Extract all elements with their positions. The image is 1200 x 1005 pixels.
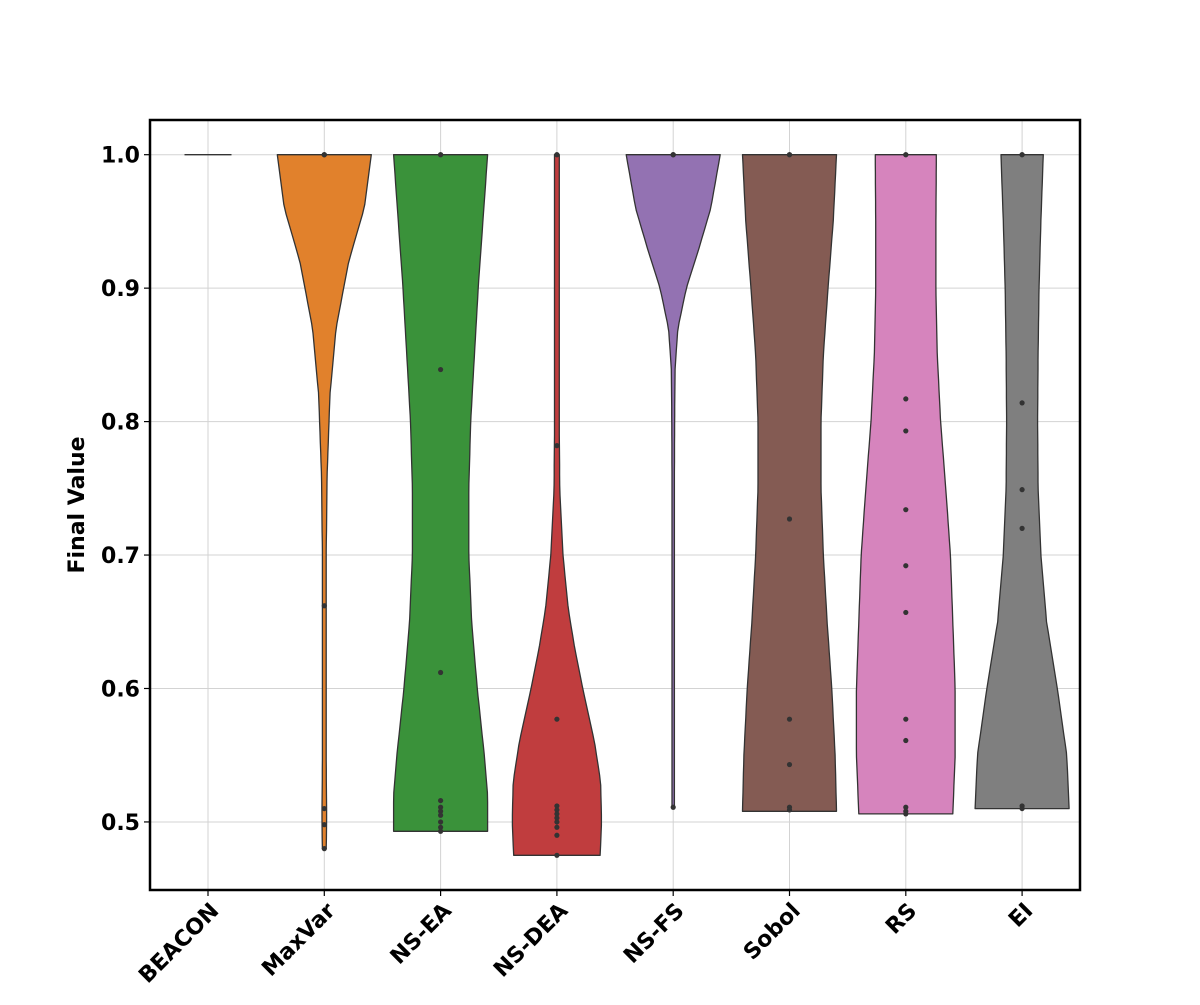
point-rs-2 xyxy=(903,396,909,402)
point-maxvar-6 xyxy=(321,846,327,852)
point-ns-ea-8 xyxy=(438,819,444,825)
point-ns-fs-3 xyxy=(670,804,676,810)
point-ns-dea-11 xyxy=(554,852,560,858)
point-ns-dea-2 xyxy=(554,443,560,449)
x-tick-label-1: MaxVar xyxy=(257,898,340,981)
point-sobol-1 xyxy=(786,152,793,158)
data-points xyxy=(321,152,1025,858)
point-ns-dea-3 xyxy=(554,716,560,722)
violin-ns-fs xyxy=(625,154,721,808)
point-ns-dea-5 xyxy=(554,807,560,813)
point-ns-dea-1 xyxy=(554,152,560,158)
x-tick-label-3: NS-DEA xyxy=(489,899,573,983)
violin-sobol xyxy=(741,154,838,812)
point-rs-3 xyxy=(903,428,909,434)
point-maxvar-2 xyxy=(321,152,327,158)
point-sobol-6 xyxy=(786,807,793,813)
point-ei-4 xyxy=(1019,525,1025,531)
point-ei-1 xyxy=(1019,152,1025,158)
point-ns-ea-6 xyxy=(438,808,444,814)
point-ns-ea-2 xyxy=(438,366,444,373)
point-ns-ea-10 xyxy=(438,828,444,834)
point-rs-9 xyxy=(903,804,909,810)
point-rs-4 xyxy=(903,507,909,513)
point-ns-dea-9 xyxy=(554,824,560,830)
y-tick-label-0: 0.5 xyxy=(101,811,140,836)
y-tick-label-1: 0.6 xyxy=(101,677,140,702)
point-ns-ea-3 xyxy=(438,669,444,676)
x-tick-label-2: NS-EA xyxy=(386,899,457,970)
point-sobol-3 xyxy=(786,716,793,722)
violin-ns-dea xyxy=(511,154,603,856)
violin-rs xyxy=(855,154,956,815)
point-rs-6 xyxy=(903,609,909,616)
point-ns-dea-7 xyxy=(554,815,560,821)
violin-ei xyxy=(974,154,1070,810)
point-ns-ea-1 xyxy=(438,152,444,158)
y-tick-label-5: 1.0 xyxy=(101,144,140,169)
point-ns-dea-6 xyxy=(554,811,560,817)
point-sobol-2 xyxy=(786,516,793,522)
y-tick-label-2: 0.7 xyxy=(101,544,140,569)
point-rs-8 xyxy=(903,737,909,744)
point-rs-5 xyxy=(903,563,909,569)
point-maxvar-3 xyxy=(321,603,327,609)
point-rs-1 xyxy=(903,152,909,158)
point-ei-3 xyxy=(1019,487,1025,493)
x-tick-label-4: NS-FS xyxy=(619,899,689,969)
point-ns-ea-7 xyxy=(438,812,444,818)
plot-frame xyxy=(148,118,1082,892)
point-ns-dea-8 xyxy=(554,819,560,825)
point-ns-ea-9 xyxy=(438,824,444,830)
point-ns-ea-5 xyxy=(438,804,444,810)
violin-maxvar xyxy=(276,154,372,850)
x-tick-label-6: RS xyxy=(881,899,922,940)
point-ns-fs-2 xyxy=(670,152,676,158)
point-maxvar-4 xyxy=(321,805,327,812)
violins xyxy=(184,154,1070,856)
violin-ns-ea xyxy=(392,154,489,832)
x-tick-label-7: EI xyxy=(1004,899,1038,933)
x-axis-ticks: BEACON MaxVar NS-EA NS-DEA NS-FS Sobol RS EI xyxy=(134,890,1038,988)
point-sobol-4 xyxy=(786,761,793,768)
y-axis-label: Final Value xyxy=(65,436,90,573)
point-ei-6 xyxy=(1019,805,1025,812)
x-tick-label-5: Sobol xyxy=(739,899,806,966)
point-ei-2 xyxy=(1019,400,1025,406)
y-axis-ticks: 0.5 0.6 0.7 0.8 0.9 1.0 xyxy=(101,144,150,836)
point-ns-dea-10 xyxy=(554,832,560,838)
x-tick-label-0: BEACON xyxy=(134,899,224,989)
point-rs-11 xyxy=(903,811,909,817)
point-ns-ea-4 xyxy=(438,797,444,804)
point-maxvar-5 xyxy=(321,822,327,828)
y-tick-label-3: 0.8 xyxy=(101,411,140,436)
y-tick-label-4: 0.9 xyxy=(101,277,140,302)
point-rs-7 xyxy=(903,716,909,722)
point-ns-dea-4 xyxy=(554,803,560,809)
